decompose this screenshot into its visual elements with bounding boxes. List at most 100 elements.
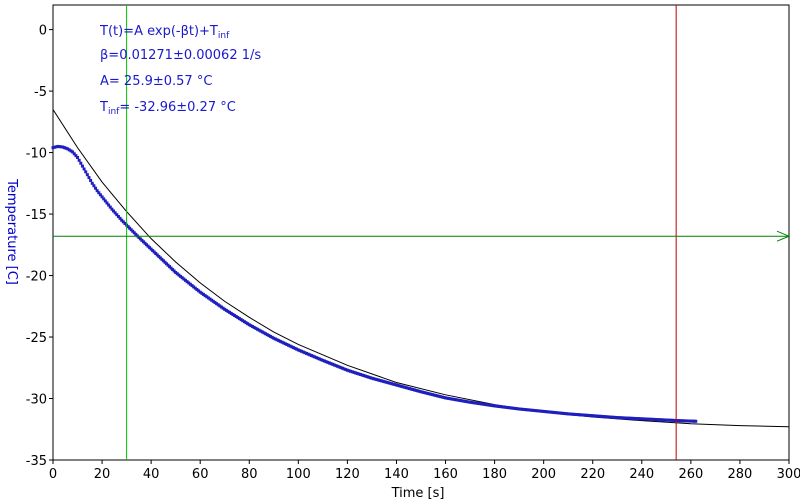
data-point	[206, 296, 210, 300]
data-point	[280, 340, 284, 344]
data-point	[305, 351, 309, 355]
data-point	[53, 145, 57, 149]
data-point	[462, 399, 466, 403]
data-point	[506, 406, 510, 410]
data-point	[90, 181, 94, 185]
annotation-tinf-subscript: inf	[108, 107, 120, 117]
data-point	[653, 417, 657, 421]
data-point	[231, 312, 235, 316]
data-point	[278, 339, 282, 343]
data-point	[237, 317, 241, 321]
data-point	[594, 414, 598, 418]
data-point	[163, 260, 167, 264]
data-point	[373, 377, 377, 381]
data-point	[210, 298, 214, 302]
y-tick-label: 0	[39, 24, 47, 39]
data-point	[675, 419, 679, 423]
data-point	[604, 415, 608, 419]
data-point	[92, 184, 96, 188]
data-point	[347, 369, 351, 373]
data-point	[132, 231, 136, 235]
data-point	[160, 257, 164, 261]
data-point	[151, 249, 155, 253]
data-point	[610, 415, 614, 419]
data-point	[308, 353, 312, 357]
data-point	[426, 391, 430, 395]
data-point	[360, 373, 364, 377]
data-point	[453, 398, 457, 402]
data-point	[643, 417, 647, 421]
data-point	[656, 418, 660, 422]
data-point	[375, 378, 379, 382]
data-point	[460, 399, 464, 403]
data-point	[542, 409, 546, 413]
data-point	[223, 307, 227, 311]
data-point	[94, 186, 98, 190]
data-point	[581, 413, 585, 417]
data-point	[540, 409, 544, 413]
data-point	[143, 241, 147, 245]
data-point	[236, 316, 240, 320]
data-point	[617, 416, 621, 420]
data-point	[247, 323, 251, 327]
data-point	[399, 384, 403, 388]
data-point	[448, 397, 452, 401]
data-point	[166, 263, 170, 267]
data-point	[553, 411, 557, 415]
data-point	[558, 411, 562, 415]
data-point	[205, 295, 209, 299]
data-point	[537, 409, 541, 413]
data-point	[190, 284, 194, 288]
cursor-arrow-icon[interactable]	[776, 230, 791, 242]
data-point	[155, 253, 159, 257]
axis-ticks: 0 20 40 60 80 100 120 140 160 180 200 220 240 260 280 3…	[26, 24, 800, 482]
data-point	[316, 356, 320, 360]
data-point	[442, 395, 446, 399]
data-point	[134, 232, 138, 236]
data-point	[192, 285, 196, 289]
data-point	[331, 362, 335, 366]
data-point	[77, 158, 81, 162]
data-point	[670, 418, 674, 422]
data-point	[578, 413, 582, 417]
data-point	[579, 413, 583, 417]
data-point	[614, 415, 618, 419]
data-point	[372, 377, 376, 381]
data-point	[265, 333, 269, 337]
data-point	[494, 404, 498, 408]
x-axis-title: Time [s]	[391, 486, 445, 501]
data-point	[120, 218, 124, 222]
data-point	[596, 414, 600, 418]
cursor-layer[interactable]	[53, 5, 791, 460]
data-point	[692, 419, 696, 423]
data-point	[200, 291, 204, 295]
data-point	[272, 336, 276, 340]
data-point	[58, 145, 62, 149]
data-point	[228, 310, 232, 314]
data-point	[637, 417, 641, 421]
data-point	[545, 410, 549, 414]
x-tick-label: 180	[482, 467, 507, 482]
data-point	[72, 152, 76, 156]
data-point	[664, 418, 668, 422]
data-point	[102, 197, 106, 201]
data-point	[391, 382, 395, 386]
data-point	[242, 320, 246, 324]
data-point	[218, 304, 222, 308]
data-point	[669, 418, 673, 422]
data-point	[466, 400, 470, 404]
data-point	[632, 416, 636, 420]
data-point	[480, 402, 484, 406]
data-point	[547, 410, 551, 414]
data-point	[641, 417, 645, 421]
data-point	[533, 409, 537, 413]
data-point	[71, 150, 75, 154]
data-point	[254, 326, 258, 330]
data-point	[354, 371, 358, 375]
data-point	[587, 413, 591, 417]
data-point	[422, 391, 426, 395]
data-point	[444, 396, 448, 400]
data-point	[56, 144, 60, 148]
data-point	[427, 392, 431, 396]
data-point	[507, 406, 511, 410]
